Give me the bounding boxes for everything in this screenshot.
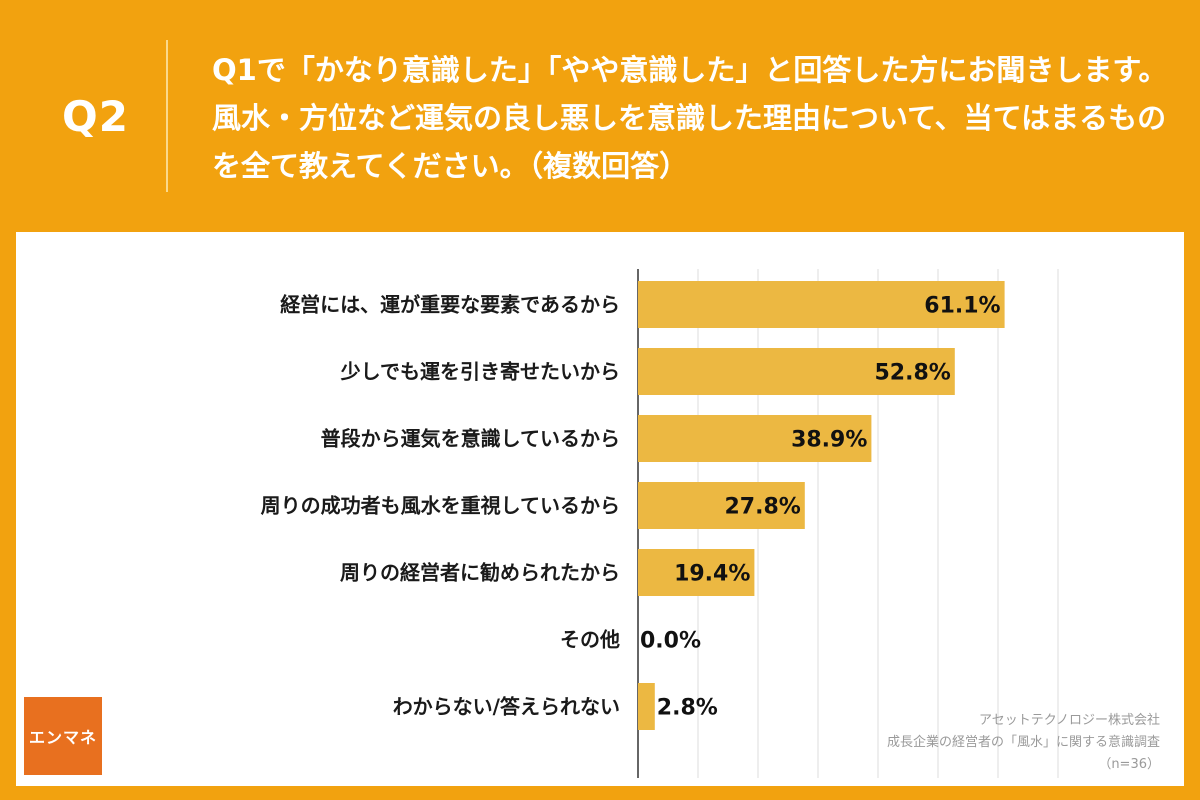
- value-label: 2.8%: [657, 696, 718, 721]
- source-company: アセットテクノロジー株式会社: [979, 713, 1160, 728]
- source-survey-title: 成長企業の経営者の「風水」に関する意識調査: [886, 735, 1160, 750]
- source-sample-size: （n=36）: [1098, 757, 1160, 772]
- category-label: 少しでも運を引き寄せたいから: [340, 360, 620, 384]
- category-label: 普段から運気を意識しているから: [321, 427, 620, 451]
- bar: [638, 348, 955, 395]
- bar: [638, 482, 805, 529]
- value-label: 61.1%: [924, 294, 1000, 319]
- category-label: 経営には、運が重要な要素であるから: [280, 293, 620, 317]
- value-label: 0.0%: [640, 629, 701, 654]
- header: Q2 Q1で「かなり意識した」「やや意識した」と回答した方にお聞きします。風水・…: [0, 0, 1200, 230]
- enmane-logo: エンマネ: [24, 697, 102, 775]
- bar: [638, 549, 755, 596]
- category-label: 周りの成功者も風水を重視しているから: [261, 494, 620, 518]
- category-label: その他: [560, 628, 620, 652]
- bar: [638, 683, 655, 730]
- header-divider: [166, 40, 168, 192]
- category-label: 周りの経営者に勧められたから: [340, 561, 620, 585]
- value-label: 52.8%: [874, 361, 950, 386]
- value-label: 38.9%: [791, 428, 867, 453]
- value-label: 27.8%: [724, 495, 800, 520]
- source-note: アセットテクノロジー株式会社 成長企業の経営者の「風水」に関する意識調査 （n=…: [887, 710, 1160, 776]
- question-number: Q2: [62, 92, 129, 141]
- question-text: Q1で「かなり意識した」「やや意識した」と回答した方にお聞きします。風水・方位な…: [212, 53, 1168, 183]
- bar-chart: 経営には、運が重要な要素であるから 61.1% 少しでも運を引き寄せたいから 52.8…: [261, 269, 1059, 778]
- chart-panel: 経営には、運が重要な要素であるから 61.1% 少しでも運を引き寄せたいから 52.8…: [16, 232, 1184, 786]
- bar: [638, 415, 872, 462]
- bar: [638, 281, 1005, 328]
- category-label: わからない/答えられない: [393, 695, 620, 719]
- value-label: 19.4%: [674, 562, 750, 587]
